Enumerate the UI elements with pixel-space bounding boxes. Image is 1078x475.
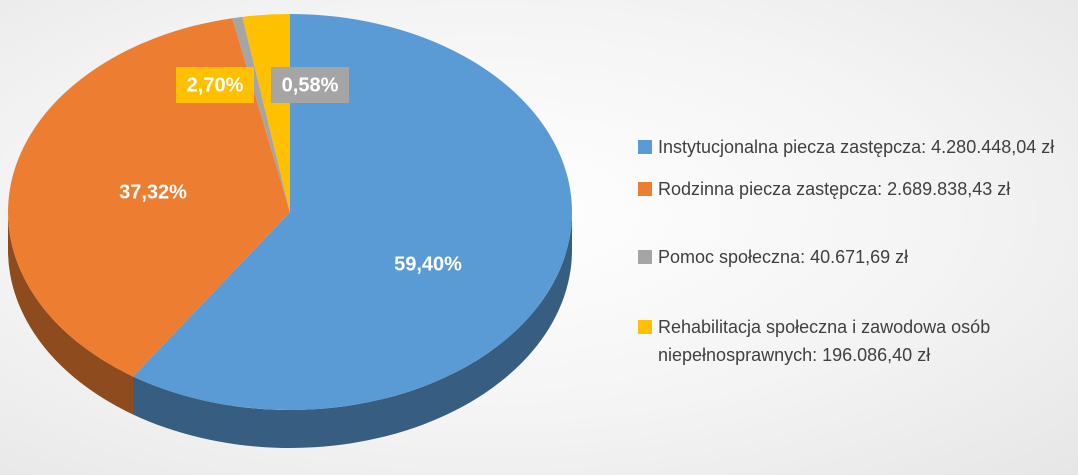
data-label: 2,70% [187,74,244,96]
slice [132,14,573,410]
legend-entry: Pomoc społeczna: 40.671,69 zł [638,243,1058,271]
legend-label: Pomoc społeczna: 40.671,69 zł [658,247,909,267]
slice-side [8,212,133,415]
legend-swatch [638,250,652,264]
data-label-box [380,246,476,282]
data-label: 59,40% [394,253,462,275]
slice [232,16,290,212]
slice-side [132,212,573,449]
legend-swatch [638,182,652,196]
chart: 59,40% 37,32% 0,58% 2,70% [8,14,573,449]
legend-entry: Instytucjonalna piecza zastępcza: 4.280.… [638,133,1058,161]
legend-entry: Rodzinna piecza zastępcza: 2.689.838,43 … [638,175,1058,203]
legend-label: Rodzinna piecza zastępcza: 2.689.838,43 … [658,179,1011,199]
legend-entry: Rehabilitacja społeczna i zawodowa osób … [638,313,1058,369]
data-label: 0,58% [282,74,339,96]
legend-swatch [638,140,652,154]
data-label-box [176,67,254,103]
data-label: 37,32% [119,181,187,203]
legend: Instytucjonalna piecza zastępcza: 4.280.… [638,133,1058,369]
legend-swatch [638,320,652,334]
data-label-box [271,67,349,103]
slice [242,14,290,212]
legend-label: Instytucjonalna piecza zastępcza: 4.280.… [658,137,1055,157]
legend-label: Rehabilitacja społeczna i zawodowa osób … [658,317,991,365]
data-label-box [105,174,201,210]
